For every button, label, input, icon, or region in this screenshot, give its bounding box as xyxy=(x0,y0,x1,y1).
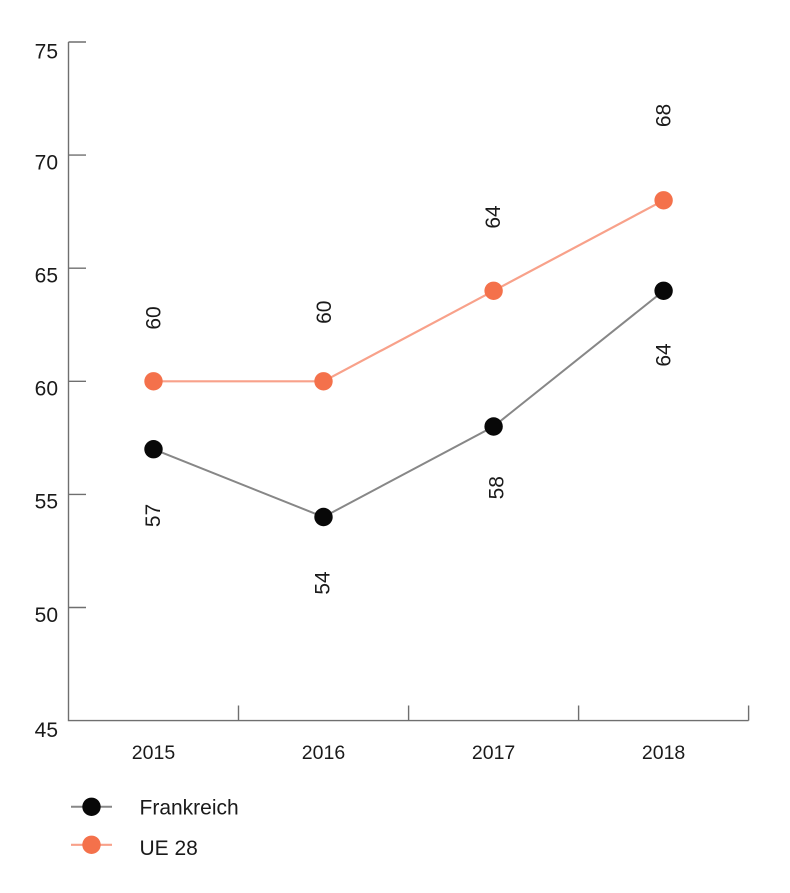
svg-text:2015: 2015 xyxy=(132,742,176,764)
svg-text:60: 60 xyxy=(35,378,58,401)
svg-text:54: 54 xyxy=(311,571,334,595)
svg-text:45: 45 xyxy=(35,719,58,742)
svg-text:55: 55 xyxy=(35,491,58,514)
svg-text:50: 50 xyxy=(35,604,58,627)
svg-text:60: 60 xyxy=(313,301,336,324)
svg-text:2017: 2017 xyxy=(472,742,515,764)
svg-text:58: 58 xyxy=(486,476,509,499)
svg-text:Frankreich: Frankreich xyxy=(140,797,239,820)
svg-text:UE 28: UE 28 xyxy=(140,837,198,860)
svg-text:64: 64 xyxy=(653,343,676,367)
svg-text:68: 68 xyxy=(653,104,676,127)
svg-text:64: 64 xyxy=(482,205,505,229)
svg-text:60: 60 xyxy=(143,306,166,329)
svg-text:2016: 2016 xyxy=(302,742,345,764)
svg-text:57: 57 xyxy=(142,504,165,527)
svg-text:65: 65 xyxy=(35,265,58,288)
svg-text:75: 75 xyxy=(35,40,58,63)
svg-text:2018: 2018 xyxy=(642,742,685,764)
svg-text:70: 70 xyxy=(35,151,58,174)
